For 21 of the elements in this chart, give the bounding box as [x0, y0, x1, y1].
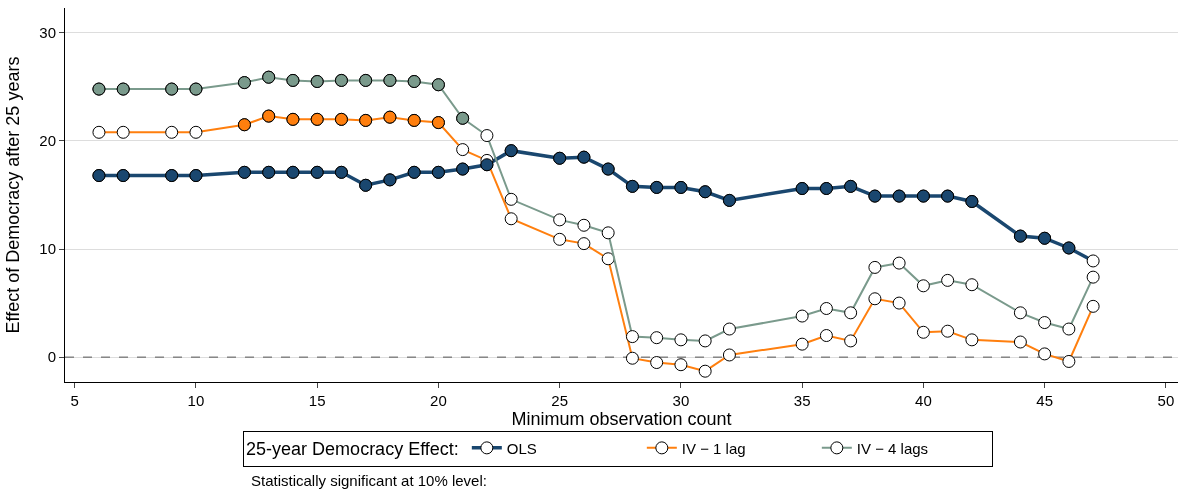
x-tick-label: 25: [551, 392, 569, 409]
x-tick-label: 15: [308, 392, 326, 409]
x-tick-label: 30: [672, 392, 690, 409]
x-tick-label: 40: [915, 392, 932, 409]
x-tick-label: 10: [187, 392, 205, 409]
x-axis-title: Minimum observation count: [511, 409, 732, 429]
legend-label: IV − 4 lags: [856, 439, 929, 457]
legend-label: IV − 1 lag: [681, 439, 746, 457]
y-axis-title: Effect of Democracy after 25 years: [2, 56, 23, 334]
text: Statistically significant at 10% level:: [251, 472, 487, 489]
x-tick-label: 50: [1157, 392, 1175, 409]
x-tick-label: 20: [430, 392, 447, 409]
y-tick-label: 10: [39, 240, 56, 258]
legend-label: OLS: [506, 439, 537, 457]
legend-title: 25-year Democracy Effect:: [246, 439, 459, 460]
y-tick-label: 0: [47, 348, 56, 366]
y-tick-label: 20: [39, 132, 56, 150]
x-tick-label: 5: [70, 392, 79, 409]
y-tick-label: 30: [39, 24, 56, 42]
x-tick-label: 35: [793, 392, 811, 409]
x-tick-label: 45: [1036, 392, 1053, 409]
